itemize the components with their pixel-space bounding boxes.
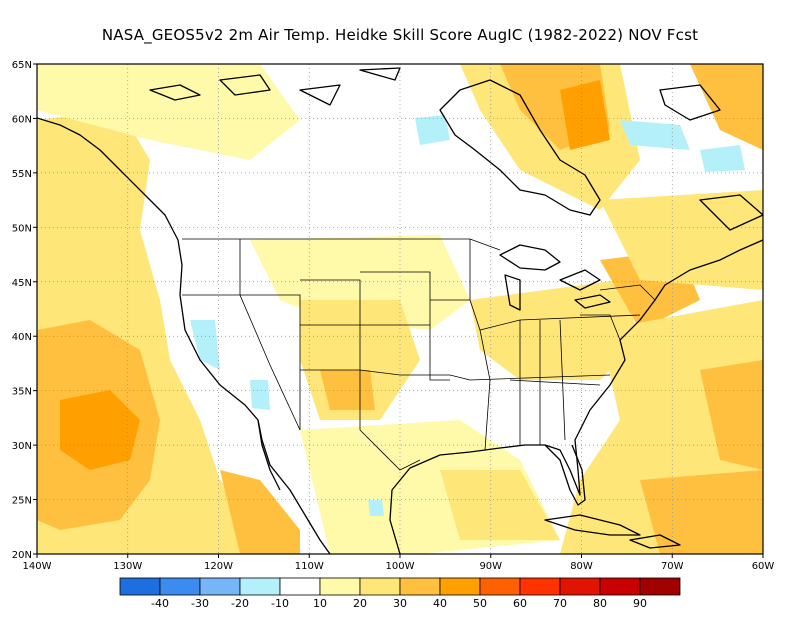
lat-tick-label: 25N bbox=[12, 496, 32, 507]
colorbar-swatch bbox=[199, 577, 241, 596]
colorbar-swatch bbox=[159, 577, 201, 596]
colorbar-swatch bbox=[559, 577, 601, 596]
colorbar-swatch bbox=[239, 577, 281, 596]
lon-tick-label: 60W bbox=[752, 561, 775, 572]
lon-tick-label: 70W bbox=[661, 561, 684, 572]
colorbar-label: 40 bbox=[433, 597, 447, 610]
skill-shading bbox=[37, 64, 763, 554]
lat-tick-label: 30N bbox=[12, 441, 32, 452]
colorbar: -40 -30 -20 -10 10 20 30 40 50 60 70 80 90 bbox=[119, 577, 681, 610]
colorbar-swatch bbox=[599, 577, 641, 596]
lat-tick-label: 60N bbox=[12, 114, 32, 125]
colorbar-swatch bbox=[479, 577, 521, 596]
lat-tick-label: 20N bbox=[12, 550, 32, 561]
state-borders bbox=[182, 238, 656, 471]
colorbar-label: 50 bbox=[473, 597, 487, 610]
lon-tick-label: 140W bbox=[23, 561, 52, 572]
colorbar-swatch bbox=[119, 577, 161, 596]
colorbar-label: 90 bbox=[633, 597, 647, 610]
graticule bbox=[37, 64, 763, 554]
lon-tick-label: 130W bbox=[113, 561, 142, 572]
longitude-labels: 140W 130W 120W 110W 100W 90W 80W 70W 60W bbox=[23, 554, 775, 572]
colorbar-label: 20 bbox=[353, 597, 367, 610]
colorbar-label: -10 bbox=[271, 597, 289, 610]
colorbar-swatch bbox=[519, 577, 561, 596]
latitude-labels: 65N 60N 55N 50N 45N 40N 35N 30N 25N 20N bbox=[12, 60, 37, 561]
colorbar-label: 70 bbox=[553, 597, 567, 610]
colorbar-label: 60 bbox=[513, 597, 527, 610]
lon-tick-label: 80W bbox=[570, 561, 593, 572]
colorbar-label: -30 bbox=[191, 597, 209, 610]
lat-tick-label: 40N bbox=[12, 332, 32, 343]
colorbar-label: 80 bbox=[593, 597, 607, 610]
colorbar-swatch bbox=[359, 577, 401, 596]
colorbar-label: -20 bbox=[231, 597, 249, 610]
lat-tick-label: 35N bbox=[12, 387, 32, 398]
colorbar-swatch bbox=[439, 577, 481, 596]
colorbar-swatch bbox=[319, 577, 361, 596]
lat-tick-label: 55N bbox=[12, 169, 32, 180]
lat-tick-label: 50N bbox=[12, 223, 32, 234]
colorbar-swatch bbox=[399, 577, 441, 596]
lat-tick-label: 65N bbox=[12, 60, 32, 71]
colorbar-label: 30 bbox=[393, 597, 407, 610]
map-title: NASA_GEOS5v2 2m Air Temp. Heidke Skill S… bbox=[101, 26, 699, 44]
lat-tick-label: 45N bbox=[12, 278, 32, 289]
lon-tick-label: 120W bbox=[204, 561, 233, 572]
colorbar-label: -40 bbox=[151, 597, 169, 610]
coastlines bbox=[37, 67, 763, 554]
lon-tick-label: 110W bbox=[295, 561, 324, 572]
lon-tick-label: 90W bbox=[479, 561, 502, 572]
lon-tick-label: 100W bbox=[386, 561, 415, 572]
colorbar-swatch bbox=[279, 577, 321, 596]
colorbar-label: 10 bbox=[313, 597, 327, 610]
colorbar-swatch bbox=[639, 577, 681, 596]
